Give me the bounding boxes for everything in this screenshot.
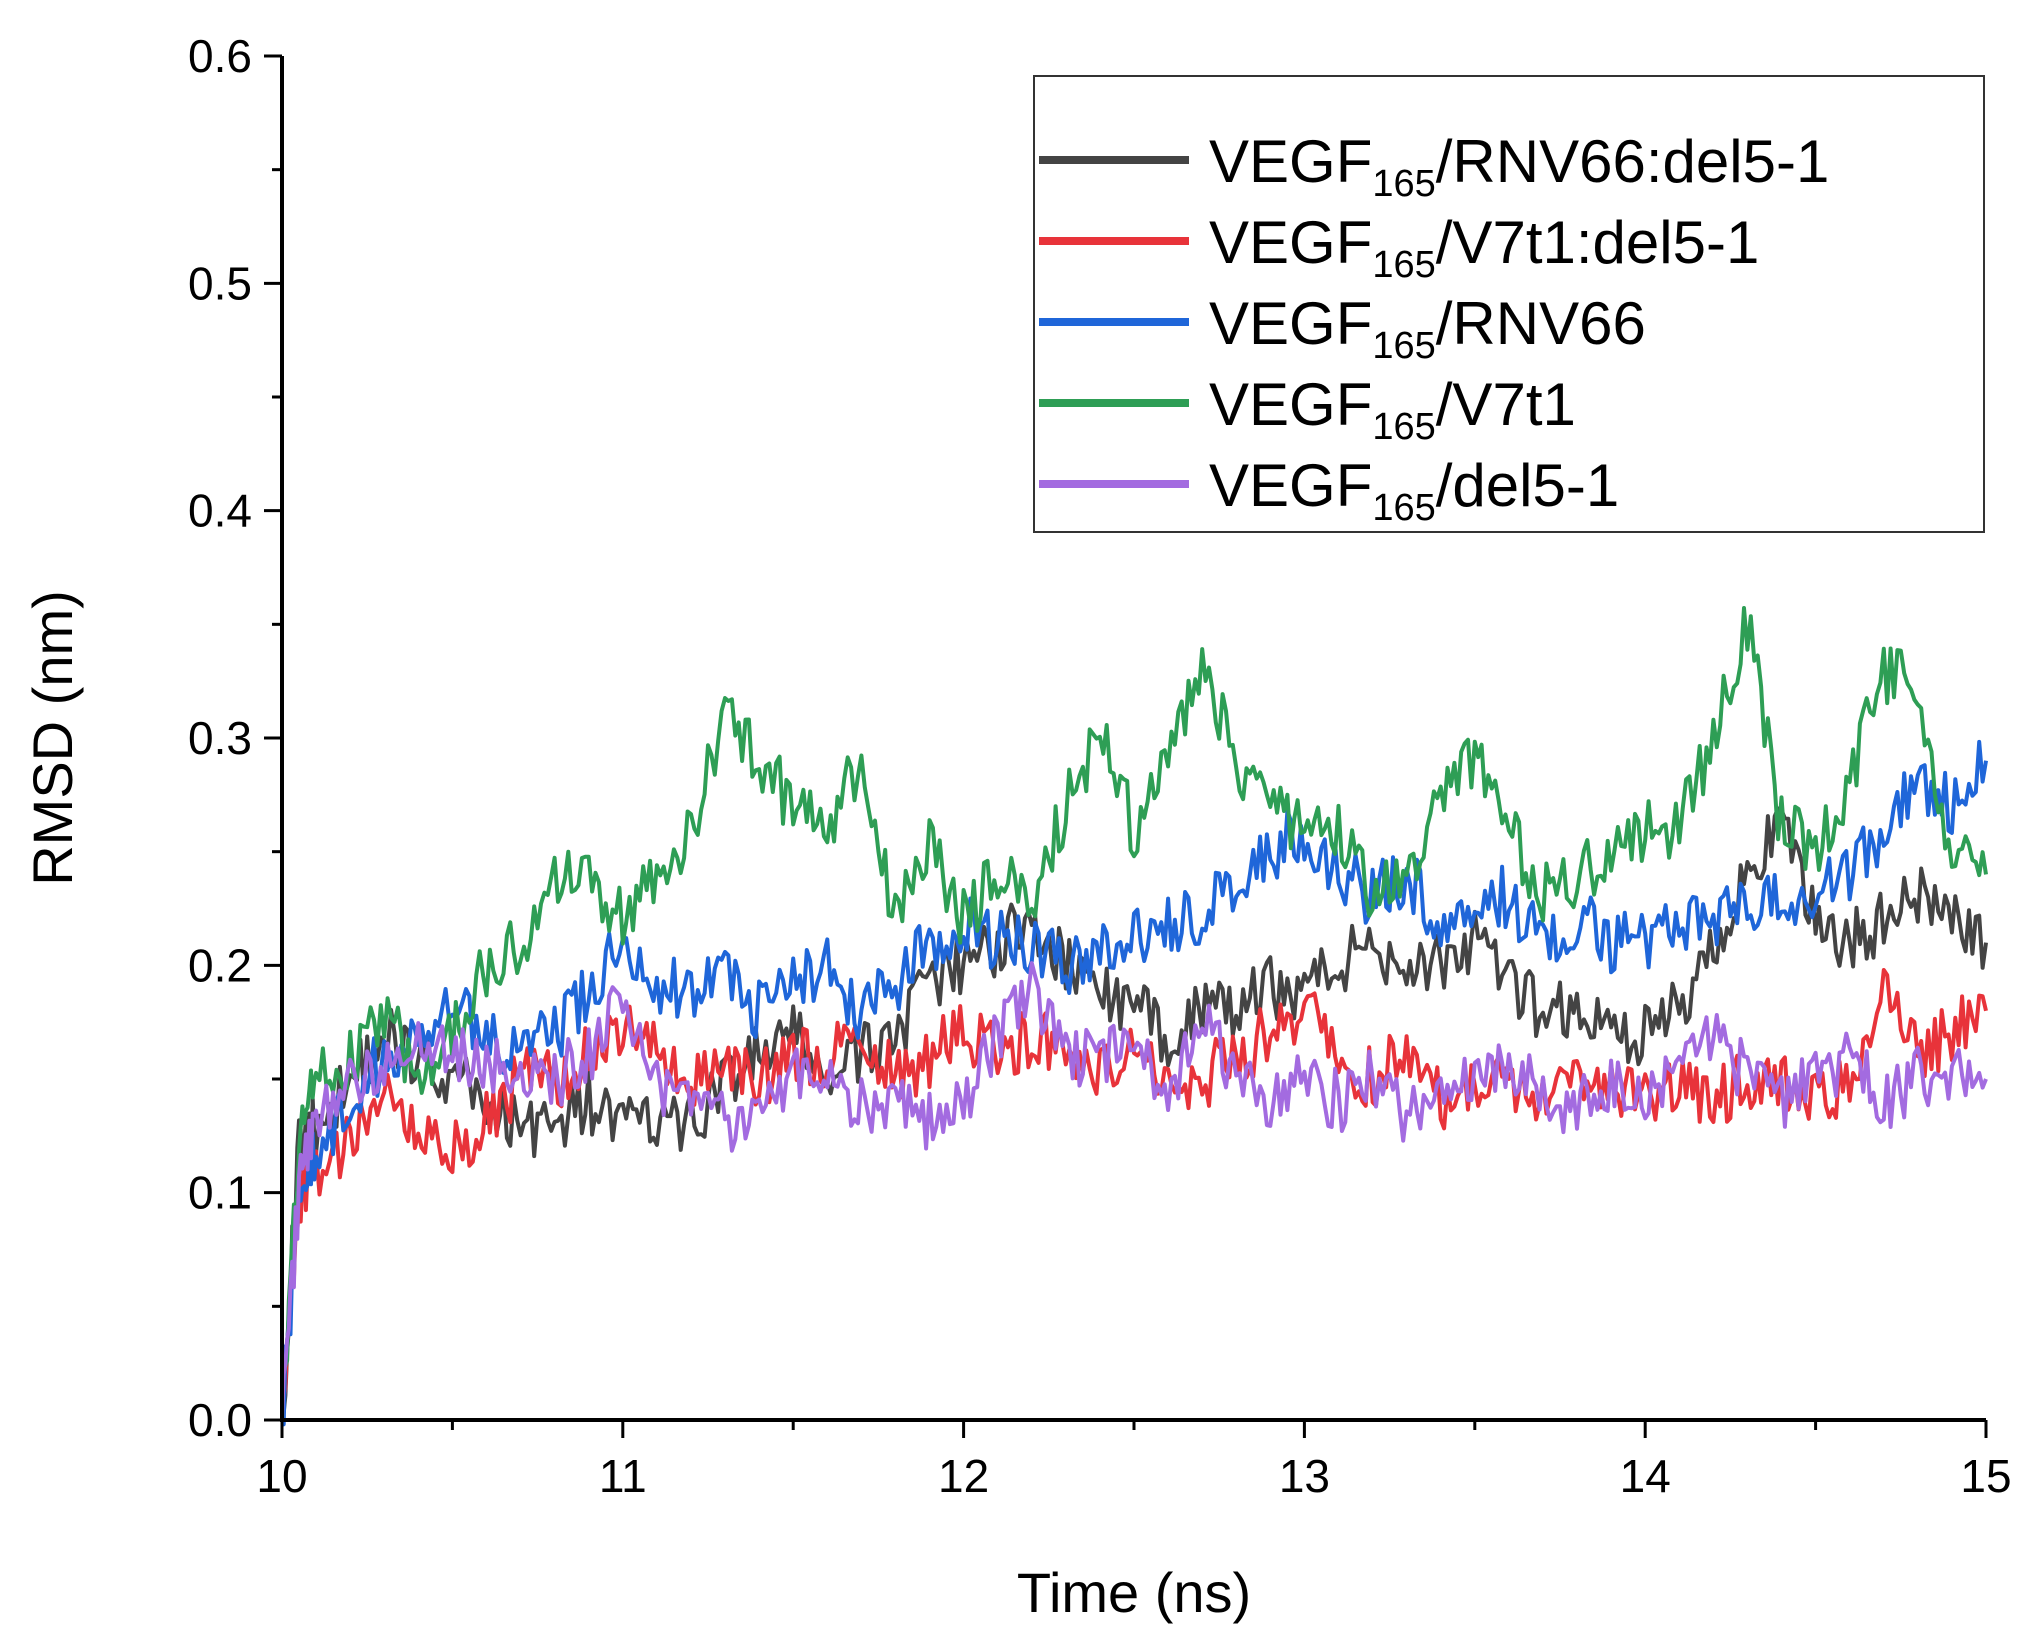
legend-label-main: VEGF [1209,371,1372,438]
legend-label-rest: /del5-1 [1436,452,1619,519]
legend-label-main: VEGF [1209,128,1372,195]
legend-label-main: VEGF [1209,209,1372,276]
y-tick-label: 0.3 [188,712,252,764]
y-tick-label: 0.2 [188,939,252,991]
legend-label-1: VEGF165/V7t1:del5-1 [1209,209,1759,286]
x-tick-label: 13 [1279,1450,1330,1502]
legend-label-subscript: 165 [1372,487,1435,529]
y-axis-title: RMSD (nm) [21,590,84,886]
x-tick-label: 10 [256,1450,307,1502]
legend-label-main: VEGF [1209,290,1372,357]
legend-label-subscript: 165 [1372,406,1435,448]
x-axis-title: Time (ns) [1017,1561,1251,1624]
legend-label-4: VEGF165/del5-1 [1209,452,1619,529]
legend-box [1033,75,1985,533]
legend-label-rest: /RNV66:del5-1 [1436,128,1830,195]
series-line-3 [280,606,1988,1421]
y-tick-label: 0.0 [188,1394,252,1446]
series-line-4 [280,961,1988,1421]
axes: 10 11 12 13 14 15 0.0 0.1 0.2 0.3 0.4 0.5 0.6 [188,30,2012,1502]
y-tick-label: 0.5 [188,257,252,309]
legend-label-3: VEGF165/V7t1 [1209,371,1576,448]
x-ticks: 10 11 12 13 14 15 [256,1420,2012,1502]
y-ticks: 0.0 0.1 0.2 0.3 0.4 0.5 0.6 [188,30,282,1446]
legend-label-subscript: 165 [1372,325,1435,367]
plot-lines [280,606,1988,1427]
x-tick-label: 12 [938,1450,989,1502]
series-line-2 [280,739,1988,1427]
x-tick-label: 15 [1960,1450,2011,1502]
x-tick-label: 11 [599,1450,647,1502]
legend-label-rest: /RNV66 [1436,290,1646,357]
legend-label-main: VEGF [1209,452,1372,519]
series-line-0 [280,806,1988,1421]
legend-label-0: VEGF165/RNV66:del5-1 [1209,128,1829,205]
legend: VEGF165/RNV66:del5-1VEGF165/V7t1:del5-1V… [1033,75,1985,533]
y-tick-label: 0.1 [188,1167,252,1219]
y-tick-label: 0.4 [188,485,252,537]
y-tick-label: 0.6 [188,30,252,82]
legend-label-rest: /V7t1 [1436,371,1576,438]
x-tick-label: 14 [1620,1450,1671,1502]
legend-label-subscript: 165 [1372,244,1435,286]
legend-label-rest: /V7t1:del5-1 [1436,209,1760,276]
legend-label-subscript: 165 [1372,163,1435,205]
legend-label-2: VEGF165/RNV66 [1209,290,1646,367]
